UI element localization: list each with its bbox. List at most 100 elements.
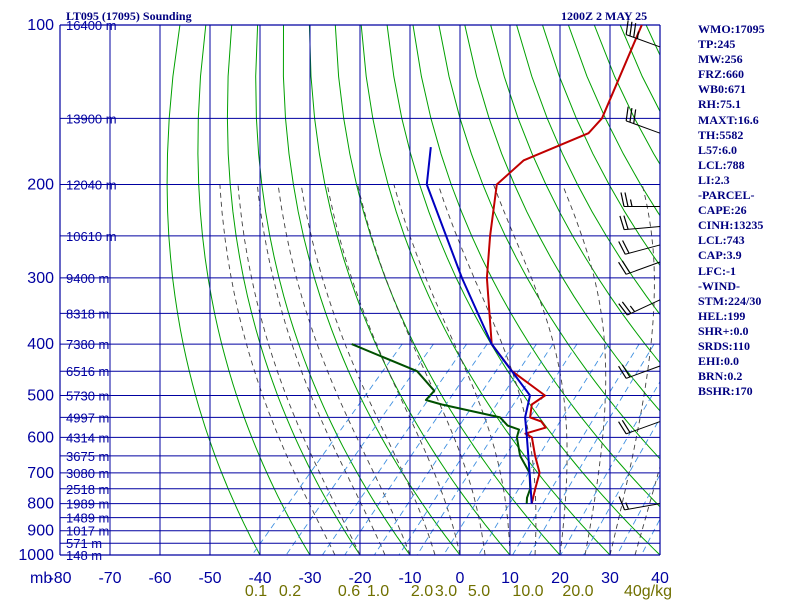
- wind-barb-halfflag: [636, 31, 640, 39]
- wind-barb-flag: [619, 215, 625, 230]
- dry-adiabat-line: [255, 25, 411, 555]
- wind-barb-flag: [621, 420, 631, 433]
- wind-barb-flag: [633, 23, 637, 38]
- wind-barb-flag: [621, 260, 631, 274]
- wind-barb: [618, 364, 661, 379]
- moist-adiabats: [219, 184, 660, 555]
- wind-barb-staff: [626, 34, 661, 48]
- wind-barb-flag: [629, 21, 633, 37]
- wind-barb-halfflag: [629, 199, 633, 207]
- index-item: STM:224/30: [698, 293, 762, 308]
- dewpoint-trace: [351, 343, 532, 504]
- wind-barb: [618, 496, 661, 511]
- wind-barb-staff: [626, 261, 661, 275]
- height-label: 4314 m: [66, 430, 109, 445]
- grid: [59, 24, 661, 556]
- parcel-trace: [425, 146, 533, 504]
- pressure-tick-label: 700: [27, 465, 54, 482]
- wind-barb-flag: [622, 240, 630, 254]
- wind-barb: [618, 299, 661, 316]
- mixing-ratio-line: [583, 417, 660, 555]
- height-label: 10610 m: [66, 229, 117, 244]
- mixing-ratio-label: 2.0: [411, 583, 433, 600]
- moist-adiabat-line: [237, 184, 361, 555]
- mixing-ratio-line: [374, 343, 515, 555]
- wind-barb: [618, 240, 661, 255]
- dry-adiabat-line: [360, 25, 611, 555]
- index-item: WMO:17095: [698, 22, 765, 36]
- pressure-tick-label: 900: [27, 523, 54, 540]
- temperature-tick-label: -50: [198, 570, 221, 587]
- height-label: 1017 m: [66, 524, 109, 539]
- wind-barb: [619, 215, 661, 231]
- temperature-tick-label: 10: [501, 570, 519, 587]
- mixing-ratio-label: 0.1: [245, 583, 267, 600]
- height-label: 3675 m: [66, 449, 109, 464]
- wind-barbs: [618, 20, 661, 511]
- height-label: 12040 m: [66, 178, 117, 193]
- index-item: BSHR:170: [698, 384, 753, 399]
- index-item: -WIND-: [698, 278, 740, 293]
- moist-adiabat-line: [256, 184, 386, 555]
- time-label: 1200Z 2 MAY 25: [561, 9, 648, 23]
- index-item: WB0:671: [698, 82, 746, 97]
- index-item: EHI:0.0: [698, 354, 740, 369]
- mixing-ratio-line: [251, 343, 403, 555]
- wind-barb-flag: [621, 364, 631, 378]
- wind-barb-flag: [618, 496, 626, 511]
- sounding-traces: [351, 25, 643, 504]
- wind-barb-flag: [618, 261, 627, 275]
- pressure-tick-label: 300: [27, 270, 54, 287]
- mixing-ratio-label: 20.0: [562, 583, 593, 600]
- wind-barb-staff: [625, 244, 661, 255]
- moist-adiabat-line: [277, 184, 411, 555]
- height-label: 3080 m: [66, 466, 109, 481]
- index-item: RH:75.1: [698, 97, 741, 112]
- height-label: 1489 m: [66, 511, 109, 526]
- mixing-ratio-label: 5.0: [468, 583, 490, 600]
- height-label: 571 m: [66, 536, 102, 551]
- wind-barb-staff: [627, 299, 661, 316]
- temperature-trace: [485, 25, 643, 504]
- index-item: L57:6.0: [698, 142, 737, 157]
- temperature-tick-label: -80: [48, 570, 71, 587]
- station-title: LT095 (17095) Sounding: [66, 9, 192, 23]
- wind-barb: [625, 20, 661, 48]
- wind-barb-flag: [618, 303, 628, 316]
- wind-barb-staff: [626, 365, 661, 379]
- moist-adiabat-line: [437, 184, 537, 555]
- height-label: 13900 m: [66, 111, 117, 126]
- index-item: SHR+:0.0: [698, 323, 749, 338]
- index-item: MW:256: [698, 52, 743, 67]
- dry-adiabat-line: [334, 25, 561, 555]
- indices-panel: WMO:17095 TP:245 MW:256 FRZ:660 WB0:671 RH:75…: [698, 22, 800, 399]
- index-item: TH:5582: [698, 127, 744, 142]
- index-item: LCL:788: [698, 157, 745, 172]
- index-item: MAXT:16.6: [698, 112, 759, 127]
- mixing-ratio-label: 10.0: [512, 583, 543, 600]
- wind-barb-staff: [624, 503, 661, 511]
- wind-barb-flag: [629, 107, 633, 123]
- temperature-tick-label: -30: [298, 570, 321, 587]
- pressure-tick-label: 1000: [18, 547, 54, 564]
- height-label: 7380 m: [66, 337, 109, 352]
- temperature-tick-label: -70: [98, 570, 121, 587]
- mixing-ratio-line: [478, 343, 609, 555]
- wind-barb: [625, 106, 661, 134]
- wind-barb-flag: [620, 192, 625, 207]
- pressure-tick-label: 800: [27, 496, 54, 513]
- index-item: HEL:199: [698, 308, 746, 323]
- wind-barb-flag: [623, 215, 629, 230]
- wind-barb-flag: [618, 365, 627, 379]
- mixing-ratio-label: 1.0: [367, 583, 389, 600]
- index-item: FRZ:660: [698, 67, 744, 82]
- wind-barb-staff: [626, 120, 661, 134]
- temperature-tick-label: 30: [601, 570, 619, 587]
- wind-barb-staff: [626, 421, 661, 435]
- index-item: TP:245: [698, 37, 736, 52]
- height-label: 1989 m: [66, 497, 109, 512]
- height-label: 5730 m: [66, 388, 109, 403]
- temperature-tick-label: -40: [248, 570, 271, 587]
- wind-barb-flag: [625, 106, 629, 121]
